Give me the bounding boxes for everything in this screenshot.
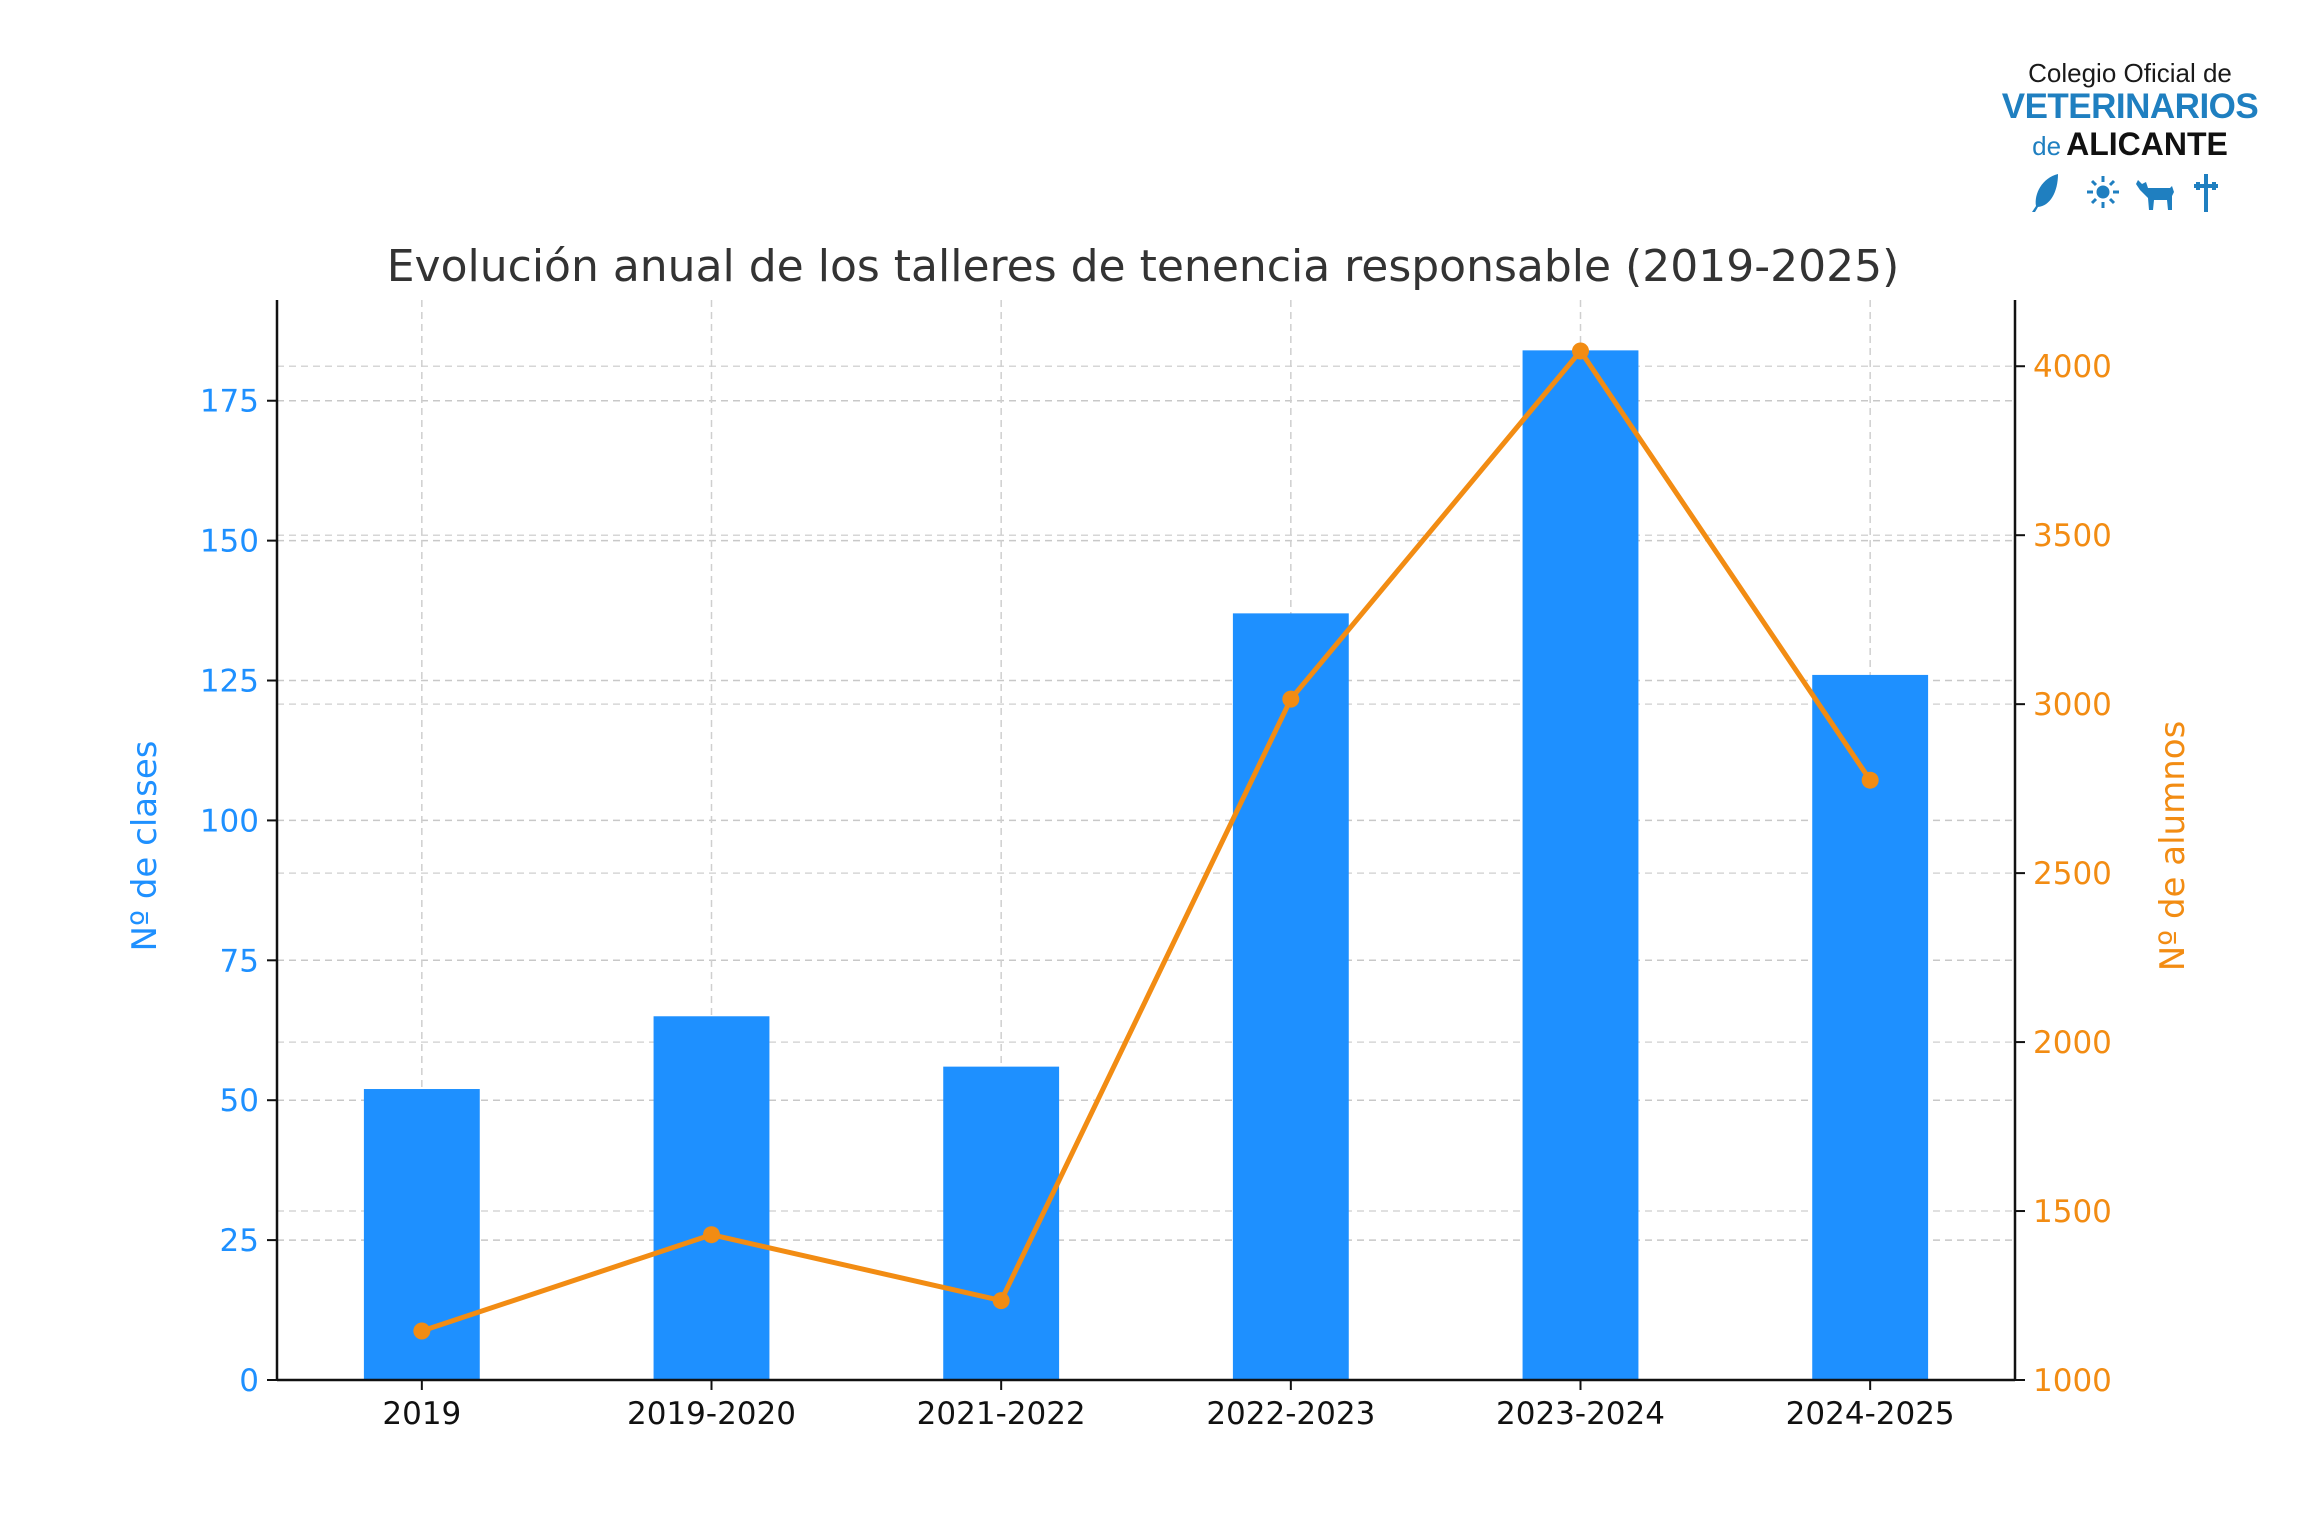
cross-icon: [2194, 174, 2218, 212]
bull-icon: [2136, 180, 2174, 210]
tick-label-x: 2019-2020: [627, 1396, 796, 1432]
tick-label-x: 2024-2025: [1786, 1396, 1955, 1432]
logo-line-3: de ALICANTE: [1980, 126, 2280, 168]
logo-line-2: VETERINARIOS: [2001, 87, 2259, 126]
line-point: [413, 1322, 431, 1340]
tick-label-right: 3500: [2033, 518, 2112, 554]
logo-line-3-main: ALICANTE: [2066, 126, 2228, 162]
line-point: [1861, 771, 1879, 789]
tick-label-left: 150: [200, 524, 259, 560]
tick-label-left: 0: [239, 1363, 259, 1399]
logo: Colegio Oficial de VETERINARIOS de ALICA…: [1980, 58, 2280, 214]
logo-line-1: Colegio Oficial de: [2028, 58, 2232, 88]
tick-label-right: 1000: [2033, 1363, 2112, 1399]
tick-label-left: 75: [220, 943, 259, 979]
chart-title: Evolución anual de los talleres de tenen…: [387, 241, 1900, 292]
bar: [1232, 613, 1349, 1380]
tick-label-left: 175: [200, 384, 259, 420]
y-axis-right-label: Nº de alumnos: [2153, 721, 2193, 972]
line-point: [1282, 690, 1300, 708]
sun-icon: [2087, 176, 2119, 208]
line-point: [703, 1226, 720, 1244]
bar: [943, 1066, 1060, 1380]
bar: [1812, 674, 1929, 1380]
line-point: [992, 1292, 1010, 1310]
logo-line-3-prefix: de: [2032, 131, 2062, 161]
tick-label-left: 125: [200, 664, 259, 700]
tick-label-x: 2019: [382, 1396, 461, 1432]
tick-label-x: 2023-2024: [1496, 1396, 1665, 1432]
axes: 0 25 50 75 100 125 150 175 1000 1500 2000 2500 3000 3…: [200, 300, 2112, 1432]
bar-series: [363, 350, 1929, 1381]
series-line: [421, 348, 1873, 1334]
tick-label-right: 1500: [2033, 1194, 2112, 1230]
bar: [1522, 350, 1639, 1381]
tick-label-right: 2500: [2033, 856, 2112, 892]
grid: [277, 300, 2015, 1380]
y-axis-left-label: Nº de clases: [125, 741, 165, 952]
tick-label-right: 4000: [2033, 349, 2112, 385]
line-point: [1572, 342, 1589, 360]
tick-label-left: 25: [220, 1223, 259, 1259]
line-series: [413, 342, 1879, 1340]
tick-label-left: 100: [200, 803, 259, 839]
tick-label-right: 2000: [2033, 1025, 2112, 1061]
feather-icon: [2032, 174, 2058, 212]
tick-label-right: 3000: [2033, 687, 2112, 723]
tick-label-x: 2022-2023: [1206, 1396, 1375, 1432]
tick-label-left: 50: [220, 1083, 259, 1119]
tick-label-x: 2021-2022: [917, 1396, 1086, 1432]
bar: [653, 1016, 770, 1380]
logo-icons: [2032, 174, 2218, 212]
